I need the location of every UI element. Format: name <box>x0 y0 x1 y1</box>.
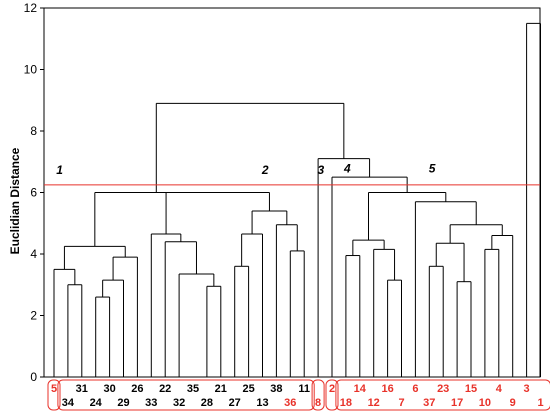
leaf-label: 27 <box>229 397 241 409</box>
leaf-label: 38 <box>270 383 282 395</box>
leaf-label: 10 <box>479 397 491 409</box>
leaf-label: 17 <box>451 397 463 409</box>
leaf-label: 35 <box>187 383 199 395</box>
cluster-bracket <box>335 379 550 411</box>
leaf-label: 23 <box>437 383 449 395</box>
cluster-brackets <box>47 379 550 411</box>
leaf-label: 12 <box>368 397 380 409</box>
y-tick-label: 6 <box>30 186 37 200</box>
cluster-bracket <box>311 379 325 411</box>
cluster-number: 1 <box>56 163 63 177</box>
leaf-labels: 5343124302926332232352821272513383611821… <box>51 383 544 409</box>
leaf-label: 25 <box>242 383 254 395</box>
leaf-label: 4 <box>496 383 503 395</box>
cluster-number: 2 <box>261 163 269 177</box>
leaf-label: 33 <box>145 397 157 409</box>
leaf-label: 11 <box>298 383 310 395</box>
leaf-label: 18 <box>340 397 352 409</box>
cluster-bracket <box>47 379 61 411</box>
leaf-label: 2 <box>329 383 335 395</box>
leaf-label: 21 <box>215 383 227 395</box>
leaf-label: 9 <box>510 397 516 409</box>
leaf-label: 7 <box>398 397 404 409</box>
leaf-label: 29 <box>117 397 129 409</box>
leaf-label: 1 <box>537 397 543 409</box>
cluster-number: 5 <box>429 162 436 176</box>
y-tick-label: 2 <box>30 309 37 323</box>
leaf-label: 26 <box>131 383 143 395</box>
cluster-bracket <box>325 379 339 411</box>
leaf-label: 22 <box>159 383 171 395</box>
cluster-number: 4 <box>343 162 351 176</box>
y-tick-label: 10 <box>24 63 38 77</box>
cluster-bracket <box>57 379 315 411</box>
leaf-label: 30 <box>103 383 115 395</box>
leaf-label: 14 <box>354 383 367 395</box>
leaf-label: 16 <box>381 383 393 395</box>
leaf-label: 13 <box>256 397 268 409</box>
leaf-label: 3 <box>524 383 530 395</box>
dendrogram-tree <box>44 22 541 377</box>
cluster-number: 3 <box>318 163 325 177</box>
y-tick-label: 12 <box>24 1 38 15</box>
leaf-label: 32 <box>173 397 185 409</box>
y-tick-label: 8 <box>30 124 37 138</box>
leaf-label: 37 <box>423 397 435 409</box>
leaf-label: 15 <box>465 383 477 395</box>
leaf-label: 34 <box>62 397 75 409</box>
leaf-label: 5 <box>51 383 57 395</box>
cluster-numbers: 1 2 3 4 5 <box>56 162 436 178</box>
y-tick-label: 0 <box>30 370 37 384</box>
leaf-label: 36 <box>284 397 296 409</box>
leaf-label: 6 <box>412 383 418 395</box>
leaf-label: 28 <box>201 397 213 409</box>
leaf-label: 8 <box>315 397 321 409</box>
leaf-label: 24 <box>90 397 103 409</box>
leaf-label: 31 <box>76 383 88 395</box>
y-tick-label: 4 <box>30 247 37 261</box>
y-axis-label: Euclidian Distance <box>8 147 22 254</box>
